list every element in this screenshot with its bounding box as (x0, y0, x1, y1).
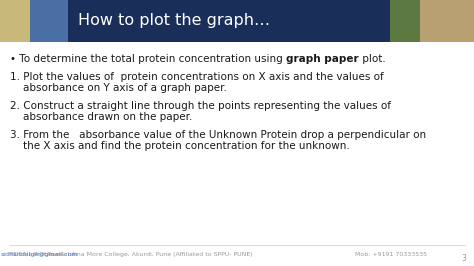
Text: 3: 3 (461, 254, 466, 263)
Text: 2. Construct a straight line through the points representing the values of: 2. Construct a straight line through the… (10, 101, 391, 111)
Text: • To determine the total protein concentration using: • To determine the total protein concent… (10, 54, 286, 64)
Text: 1. Plot the values of  protein concentrations on X axis and the values of: 1. Plot the values of protein concentrat… (10, 72, 384, 82)
Text: absorbance drawn on the paper.: absorbance drawn on the paper. (10, 112, 192, 122)
Text: graph paper: graph paper (286, 54, 359, 64)
FancyBboxPatch shape (30, 0, 68, 42)
Text: PDEA's Prof.Ramkrishna More College, Akurdi, Pune (Affiliated to SPPU- PUNE): PDEA's Prof.Ramkrishna More College, Aku… (10, 252, 256, 257)
Text: absorbance on Y axis of a graph paper.: absorbance on Y axis of a graph paper. (10, 83, 227, 93)
FancyBboxPatch shape (390, 0, 420, 42)
Text: sidhandalge@gmail.com: sidhandalge@gmail.com (1, 252, 79, 257)
Text: 3. From the   absorbance value of the Unknown Protein drop a perpendicular on: 3. From the absorbance value of the Unkn… (10, 130, 426, 140)
FancyBboxPatch shape (0, 0, 474, 42)
FancyBboxPatch shape (390, 0, 474, 42)
Text: How to plot the graph…: How to plot the graph… (78, 14, 270, 28)
Text: the X axis and find the protein concentration for the unknown.: the X axis and find the protein concentr… (10, 141, 350, 151)
Text: plot.: plot. (359, 54, 385, 64)
Text: Mob: +9191 70333535: Mob: +9191 70333535 (355, 252, 427, 257)
FancyBboxPatch shape (0, 0, 68, 42)
